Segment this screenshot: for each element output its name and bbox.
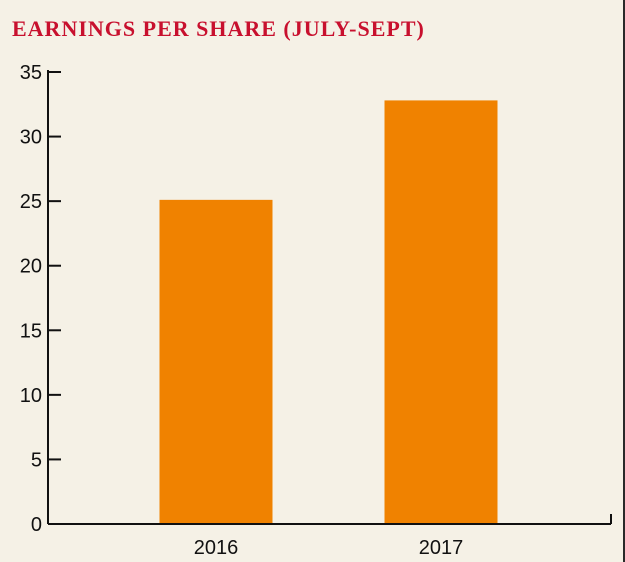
bar-2016 [159,199,273,524]
y-tick-label: 20 [20,256,42,278]
y-tick-label: 0 [31,514,42,536]
y-tick-label: 5 [31,449,42,471]
y-tick-label: 15 [20,320,42,342]
chart-title: EARNINGS PER SHARE (JULY-SEPT) [12,16,425,41]
bars-layer [159,100,498,524]
y-tick-label: 10 [20,385,42,407]
y-tick-label: 30 [20,127,42,149]
axis-layer: 0 5 10 15 20 25 30 35 2016 2017 [20,62,612,559]
y-tick-label: 25 [20,191,42,213]
x-tick-label: 2017 [419,537,464,559]
bar-2017 [384,100,498,524]
y-tick-label: 35 [20,62,42,84]
x-tick-label: 2016 [194,537,239,559]
